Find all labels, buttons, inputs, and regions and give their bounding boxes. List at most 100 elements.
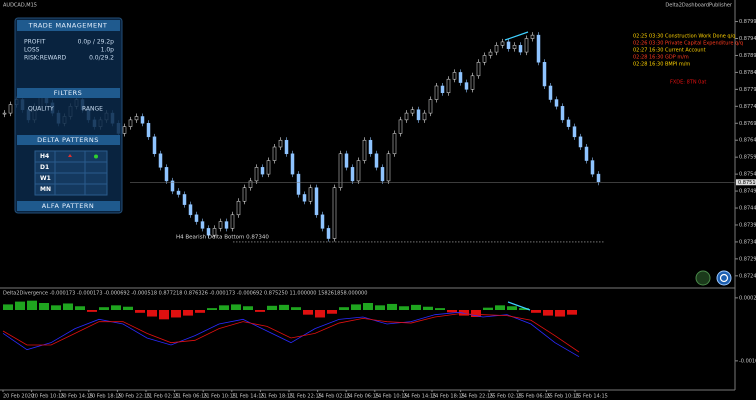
- candle-body: [470, 75, 475, 90]
- histogram-bar: [195, 310, 205, 313]
- candle-body: [350, 167, 355, 182]
- timeframe[interactable]: MN: [40, 186, 51, 193]
- y-tick-label: 0.000260: [739, 295, 756, 301]
- candle-body: [386, 153, 391, 182]
- histogram-bar: [111, 305, 121, 310]
- candle-body: [254, 167, 259, 182]
- row-value: 0.0p / 29.2p: [78, 39, 115, 46]
- section-header: [17, 20, 120, 31]
- news-item: 02:27 16:30 Current Account: [633, 48, 706, 54]
- candle-body: [374, 153, 379, 168]
- candle-body: [512, 45, 517, 49]
- section-title: FILTERS: [54, 89, 83, 97]
- histogram-bar: [159, 310, 169, 320]
- news-note: FXDE: 8TN 0at: [670, 80, 706, 86]
- refresh-icon: [719, 273, 729, 283]
- x-tick-label: 20 Feb 22:15: [117, 394, 150, 400]
- indicator-title: Delta2Divergence -0.000173 -0.000173 -0.…: [3, 291, 367, 297]
- candle-body: [542, 61, 547, 87]
- histogram-bar: [51, 305, 61, 310]
- histogram-bar: [471, 310, 481, 317]
- candle-body: [356, 160, 361, 182]
- candle-body: [128, 119, 133, 127]
- timeframe[interactable]: H4: [40, 153, 49, 160]
- news-item: 02:26 03:30 Private Capital Expenditure …: [633, 41, 743, 47]
- candle-body: [548, 85, 553, 100]
- candle-body: [224, 221, 229, 229]
- candle-body: [428, 99, 433, 114]
- histogram-bar: [543, 310, 553, 316]
- section-header: [17, 88, 120, 98]
- candle-body: [482, 55, 487, 63]
- candle-body: [494, 45, 499, 53]
- candle-body: [536, 34, 541, 63]
- x-tick-label: 24 Feb 10:15: [375, 394, 408, 400]
- x-tick-label: 24 Feb 14:15: [403, 394, 436, 400]
- candle-body: [476, 61, 481, 77]
- candle-body: [596, 173, 601, 183]
- histogram-bar: [447, 310, 457, 313]
- candle-body: [380, 167, 385, 182]
- candle-body: [248, 180, 253, 188]
- candle-body: [410, 109, 415, 114]
- expert-label: Delta2DashboardPublisher: [665, 3, 733, 9]
- x-tick-label: 21 Feb 22:15: [289, 394, 322, 400]
- x-tick-label: 25 Feb 14:15: [575, 394, 608, 400]
- candle-body: [260, 167, 265, 175]
- histogram-bar: [219, 305, 229, 310]
- candle-body: [146, 123, 151, 138]
- candle-body: [458, 72, 463, 83]
- timeframe[interactable]: D1: [40, 164, 49, 171]
- candle-body: [392, 133, 397, 155]
- x-tick-label: 21 Feb 18:15: [260, 394, 293, 400]
- row-label: LOSS: [24, 47, 40, 54]
- candle-body: [560, 106, 565, 121]
- button[interactable]: [695, 270, 711, 286]
- candle-body: [524, 38, 529, 53]
- histogram-bar: [63, 303, 73, 310]
- candle-body: [530, 34, 535, 39]
- candle-body: [230, 214, 235, 229]
- histogram-bar: [315, 310, 325, 318]
- section-title: ALFA PATTERN: [42, 202, 94, 210]
- histogram-bar: [399, 306, 409, 310]
- candle-body: [332, 187, 337, 239]
- candle-body: [302, 194, 307, 202]
- candle-body: [362, 139, 367, 161]
- histogram-bar: [387, 303, 397, 310]
- x-tick-label: 20 Feb 10:15: [32, 394, 65, 400]
- candle-body: [176, 190, 181, 195]
- histogram-bar: [363, 303, 373, 310]
- histogram-bar: [3, 304, 13, 310]
- histogram-bar: [567, 310, 577, 315]
- candle-body: [500, 41, 505, 46]
- last-price-label: 0.87516: [738, 180, 756, 186]
- dashboard: TRADE MANAGEMENT PROFIT 0.0p / 29.2p LOS…: [14, 17, 123, 214]
- news-item: 02:28 16:30 GDP m/m: [633, 55, 689, 61]
- section-title: TRADE MANAGEMENT: [28, 22, 108, 30]
- candle-body: [182, 194, 187, 205]
- x-tick-label: 21 Feb 14:15: [232, 394, 265, 400]
- x-tick-label: 24 Feb 02:15: [318, 394, 351, 400]
- histogram-bar: [339, 307, 349, 310]
- candle-body: [236, 200, 241, 216]
- histogram-bar: [27, 300, 37, 310]
- section-header: [17, 135, 120, 145]
- candle-body: [344, 153, 349, 168]
- histogram-bar: [435, 308, 445, 310]
- timeframe[interactable]: W1: [40, 175, 51, 182]
- histogram-bar: [243, 306, 253, 310]
- news-item: 02:28 16:30 BMPI m/m: [633, 62, 690, 68]
- histogram-bar: [99, 307, 109, 310]
- histogram-bar: [291, 307, 301, 310]
- refresh-button[interactable]: [716, 270, 732, 286]
- x-tick-label: 25 Feb 10:15: [546, 394, 579, 400]
- candle-body: [266, 160, 271, 175]
- histogram-bar: [351, 304, 361, 310]
- x-tick-label: 24 Feb 22:15: [461, 394, 494, 400]
